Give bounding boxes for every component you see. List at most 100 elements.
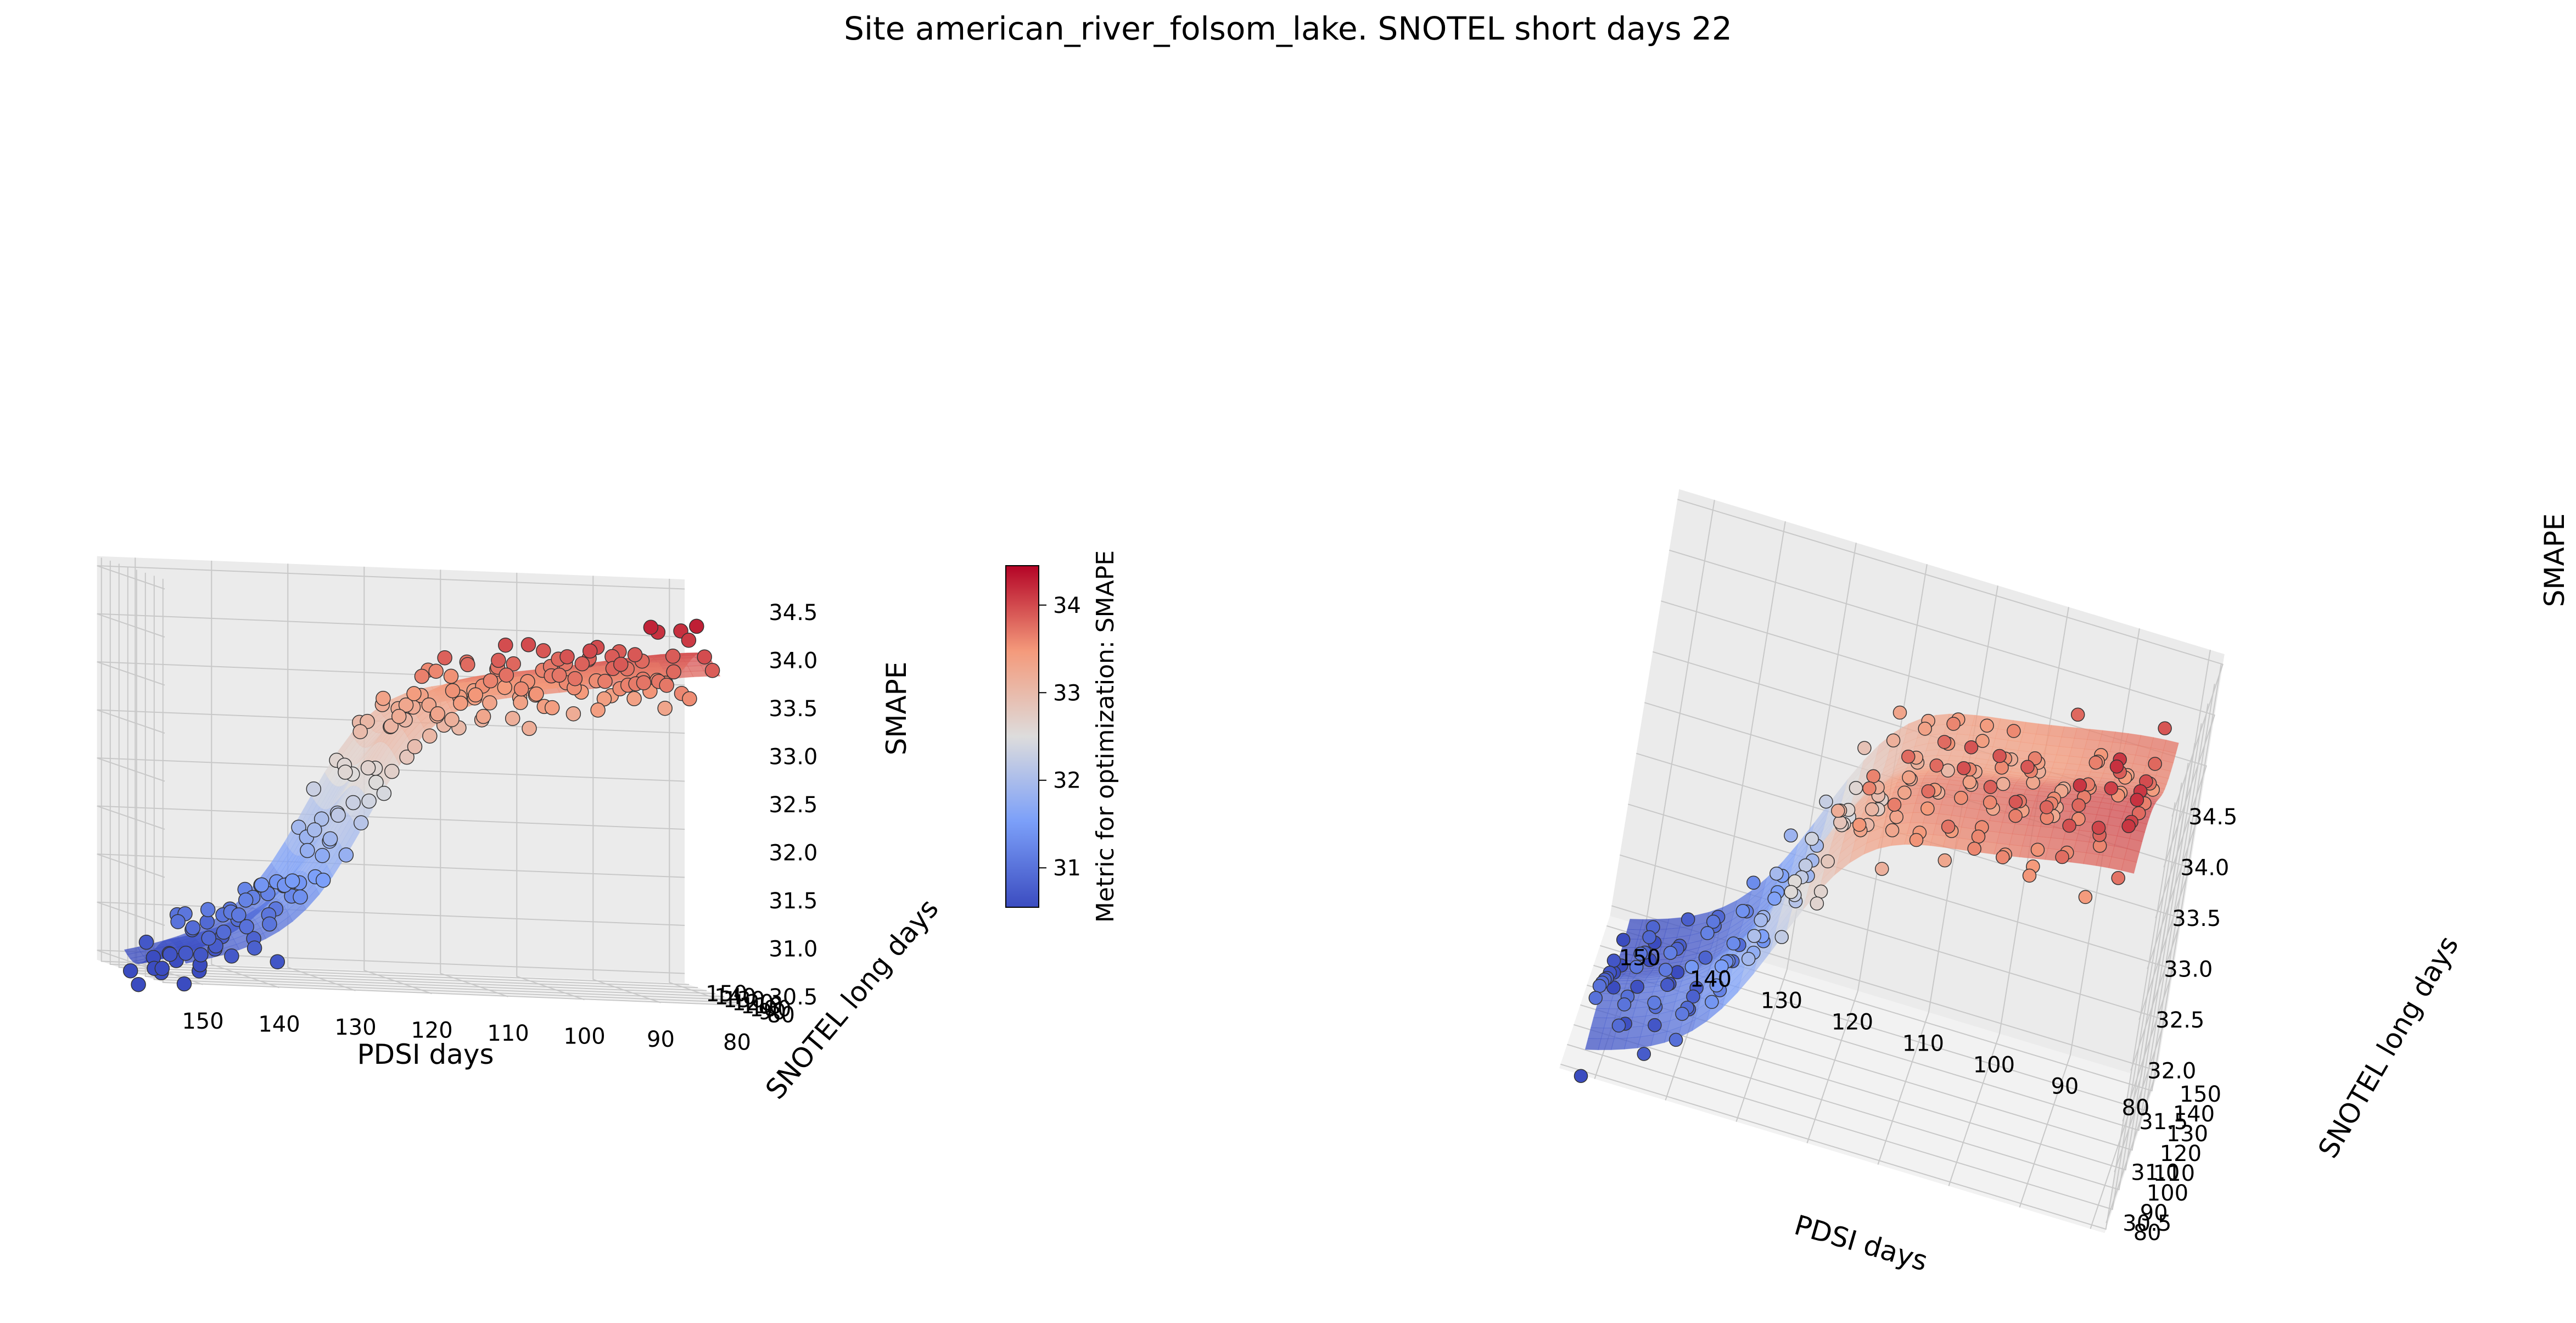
- data-point: [2109, 759, 2124, 774]
- data-point: [522, 721, 537, 736]
- data-point: [498, 637, 513, 653]
- data-point: [1954, 790, 1968, 805]
- data-point: [1857, 741, 1872, 755]
- z-axis-title: SMAPE: [881, 662, 912, 756]
- y-tick-label: 150: [705, 981, 747, 1007]
- gridline-x: [211, 560, 279, 989]
- data-point: [582, 643, 598, 659]
- data-point: [1862, 781, 1877, 796]
- data-point: [1849, 780, 1863, 795]
- data-point: [1805, 831, 1819, 846]
- data-point: [1705, 995, 1719, 1009]
- data-point: [1971, 829, 1986, 844]
- data-point: [2130, 792, 2144, 807]
- x-tick-label: 110: [487, 1021, 529, 1046]
- data-point: [574, 656, 590, 672]
- data-point: [399, 749, 415, 765]
- data-point: [1648, 1018, 1662, 1032]
- data-point: [613, 656, 629, 672]
- z-tick-label: 31.0: [2131, 1160, 2180, 1185]
- data-point: [284, 873, 300, 889]
- data-point: [483, 673, 499, 689]
- data-point: [291, 819, 306, 835]
- data-point: [1617, 997, 1632, 1012]
- data-point: [2022, 868, 2037, 883]
- gridline-y: [153, 576, 742, 1003]
- data-point: [406, 686, 422, 701]
- x-tick-label: 100: [563, 1024, 605, 1049]
- data-point: [1975, 734, 1990, 748]
- gridline-z: [97, 853, 685, 878]
- surface-patch: [2069, 747, 2085, 758]
- colorbar-gradient: [1005, 565, 1039, 908]
- data-point: [170, 914, 186, 929]
- data-point: [2111, 871, 2125, 885]
- data-point: [1660, 978, 1675, 992]
- data-point: [1902, 770, 1916, 785]
- surface-patch: [1617, 980, 1633, 985]
- x-tick-label: 80: [723, 1030, 751, 1055]
- z-tick-label: 33.0: [2164, 957, 2213, 982]
- data-point: [666, 664, 681, 680]
- data-point: [499, 667, 514, 683]
- data-point: [2078, 890, 2093, 905]
- data-point: [1875, 862, 1889, 876]
- data-point: [368, 774, 384, 790]
- data-point: [1700, 926, 1715, 940]
- data-point: [391, 708, 407, 724]
- data-point: [1668, 1032, 1683, 1047]
- data-point: [475, 708, 491, 724]
- data-point: [513, 695, 528, 710]
- data-point: [559, 649, 575, 665]
- gridline-z: [97, 613, 685, 638]
- data-point: [657, 700, 673, 716]
- x-tick-label: 110: [1902, 1031, 1944, 1056]
- data-point: [1637, 1047, 1651, 1061]
- y-tick-label: 140: [2173, 1102, 2215, 1127]
- data-point: [2020, 760, 2035, 774]
- y-tick-label: 130: [2166, 1121, 2208, 1147]
- gridline-z: [1661, 600, 2207, 919]
- x-tick-label: 140: [1690, 967, 1732, 992]
- data-point: [704, 663, 720, 678]
- data-point: [414, 668, 430, 684]
- surface-patch: [647, 667, 665, 672]
- data-point: [1887, 797, 1902, 812]
- y-tick-label: 80: [767, 1002, 795, 1028]
- data-point: [1726, 936, 1741, 951]
- data-point: [353, 815, 369, 831]
- data-point: [376, 690, 391, 706]
- data-point: [506, 656, 521, 672]
- data-point: [2040, 800, 2054, 814]
- data-point: [1833, 815, 1847, 830]
- gridline-y: [1600, 683, 2215, 1112]
- x-tick-label: 130: [334, 1015, 376, 1040]
- z-tick-label: 31.5: [2139, 1109, 2188, 1135]
- data-point: [1941, 819, 1956, 834]
- gridline-y: [1567, 782, 2182, 1210]
- colorbar-tick-label: 33: [1053, 680, 1081, 706]
- gridline-x: [1806, 564, 1928, 1143]
- data-point: [313, 811, 329, 827]
- gridline-y: [118, 563, 707, 991]
- data-point: [1964, 740, 1979, 755]
- x-tick-label: 90: [647, 1027, 675, 1052]
- data-point: [529, 686, 544, 702]
- data-point: [376, 785, 392, 801]
- y-tick-label: 90: [2140, 1201, 2168, 1226]
- data-point: [1886, 733, 1901, 747]
- data-point: [643, 619, 659, 635]
- data-point: [597, 673, 613, 689]
- data-point: [247, 940, 262, 956]
- data-point: [665, 649, 681, 664]
- figure-title: Site american_river_folsom_lake. SNOTEL …: [844, 10, 1732, 47]
- data-point: [254, 877, 270, 893]
- data-point: [270, 954, 285, 969]
- data-point: [443, 668, 459, 684]
- z-tick-label: 31.0: [769, 936, 817, 962]
- data-point: [482, 695, 497, 711]
- data-point: [437, 650, 452, 666]
- data-point: [1831, 803, 1845, 818]
- data-point: [2055, 850, 2069, 864]
- gridline-y: [1587, 723, 2202, 1151]
